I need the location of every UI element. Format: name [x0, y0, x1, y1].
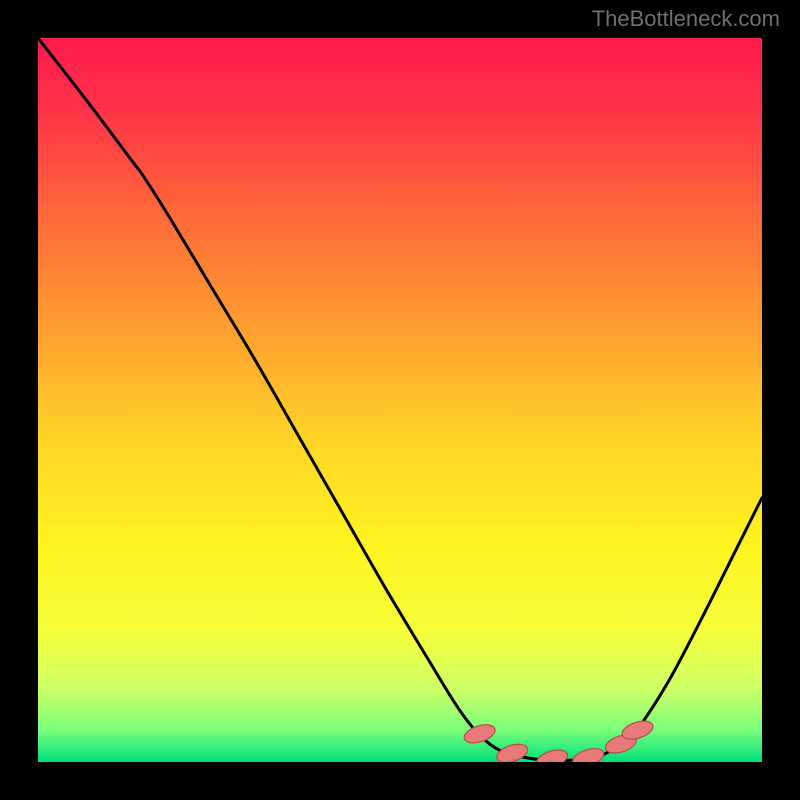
chart-plot-area	[38, 38, 762, 762]
watermark-text: TheBottleneck.com	[592, 6, 780, 32]
chart-svg	[38, 38, 762, 762]
chart-background	[38, 38, 762, 762]
